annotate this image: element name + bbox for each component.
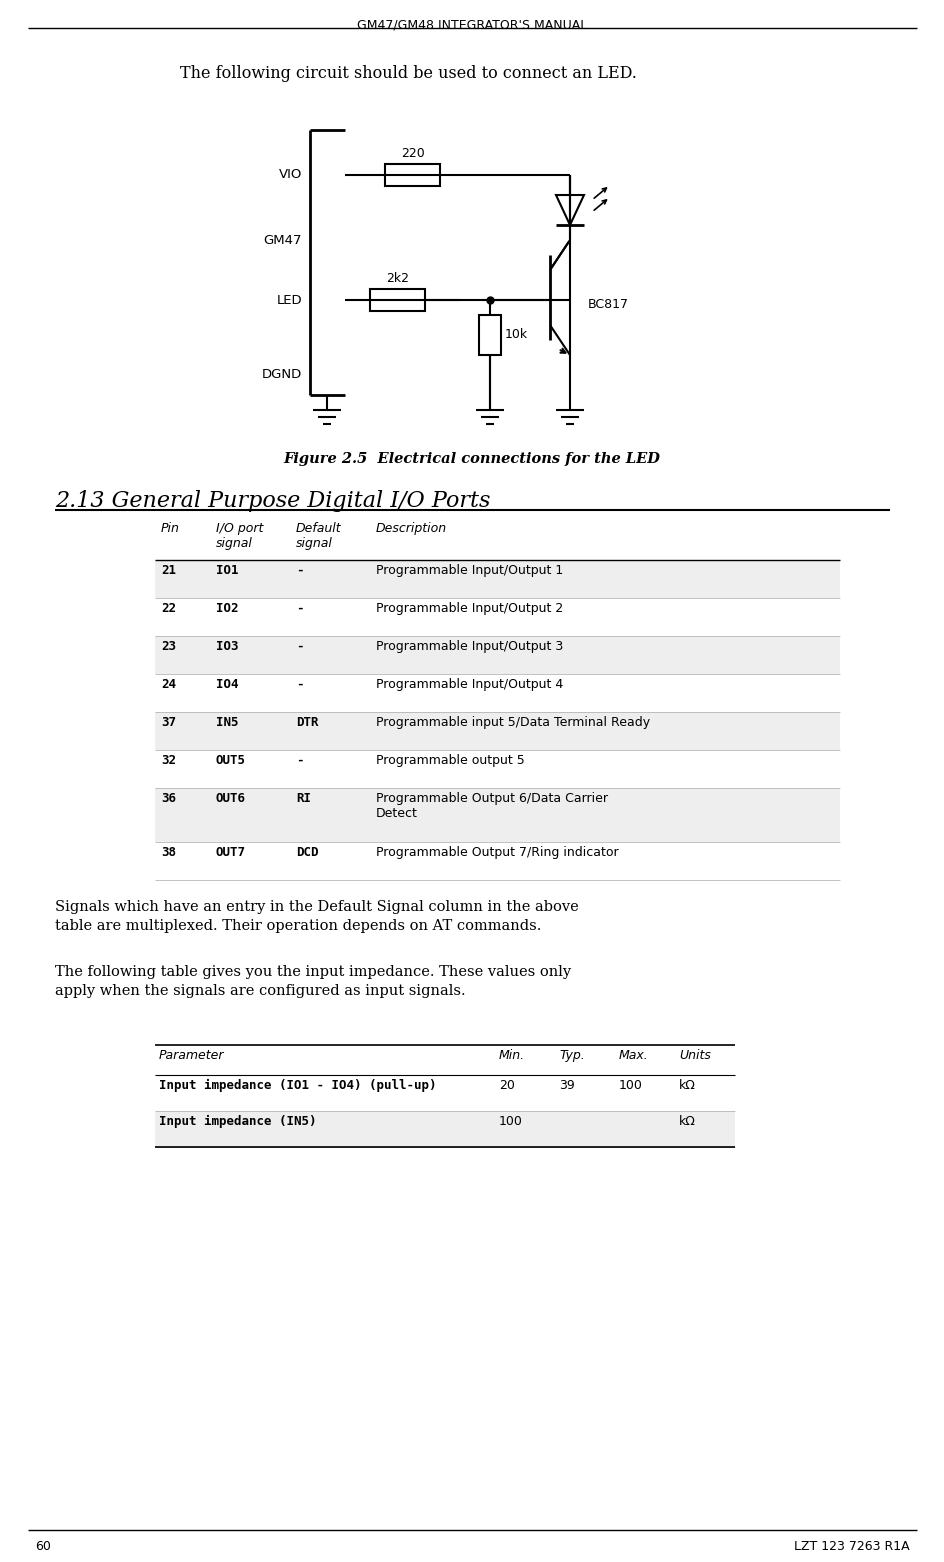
Text: 24: 24 bbox=[160, 678, 176, 690]
Text: Programmable Input/Output 3: Programmable Input/Output 3 bbox=[376, 640, 563, 653]
Text: 100: 100 bbox=[498, 1115, 522, 1128]
Text: Pin: Pin bbox=[160, 522, 179, 536]
Text: GM47/GM48 INTEGRATOR'S MANUAL: GM47/GM48 INTEGRATOR'S MANUAL bbox=[357, 19, 586, 31]
Text: -: - bbox=[295, 678, 303, 690]
Text: Parameter: Parameter bbox=[159, 1050, 225, 1062]
Text: BC817: BC817 bbox=[587, 298, 629, 311]
Text: Units: Units bbox=[679, 1050, 710, 1062]
Text: 20: 20 bbox=[498, 1079, 514, 1092]
Text: 37: 37 bbox=[160, 715, 176, 729]
Text: 21: 21 bbox=[160, 564, 176, 576]
Text: Programmable Input/Output 4: Programmable Input/Output 4 bbox=[376, 678, 563, 690]
Text: Input impedance (IN5): Input impedance (IN5) bbox=[159, 1115, 316, 1128]
Text: LZT 123 7263 R1A: LZT 123 7263 R1A bbox=[794, 1540, 909, 1553]
Text: 22: 22 bbox=[160, 601, 176, 615]
Text: -: - bbox=[295, 754, 303, 767]
Text: IN5: IN5 bbox=[216, 715, 238, 729]
Text: OUT6: OUT6 bbox=[216, 792, 245, 804]
Text: Programmable output 5: Programmable output 5 bbox=[376, 754, 524, 767]
Text: Figure 2.5  Electrical connections for the LED: Figure 2.5 Electrical connections for th… bbox=[283, 451, 660, 465]
Text: The following table gives you the input impedance. These values only
apply when : The following table gives you the input … bbox=[55, 965, 570, 998]
Text: 23: 23 bbox=[160, 640, 176, 653]
Text: Description: Description bbox=[376, 522, 447, 536]
Text: VIO: VIO bbox=[278, 169, 302, 181]
Text: -: - bbox=[295, 640, 303, 653]
Bar bbox=[370, 289, 425, 311]
Text: The following circuit should be used to connect an LED.: The following circuit should be used to … bbox=[179, 66, 636, 81]
Text: IO3: IO3 bbox=[216, 640, 238, 653]
Bar bbox=[155, 561, 839, 598]
Text: -: - bbox=[295, 564, 303, 576]
Text: 32: 32 bbox=[160, 754, 176, 767]
Bar bbox=[384, 164, 440, 186]
Text: 2.13 General Purpose Digital I/O Ports: 2.13 General Purpose Digital I/O Ports bbox=[55, 490, 490, 512]
Text: Min.: Min. bbox=[498, 1050, 525, 1062]
Text: 2k2: 2k2 bbox=[385, 272, 409, 284]
Bar bbox=[155, 636, 839, 673]
Text: OUT5: OUT5 bbox=[216, 754, 245, 767]
Text: 220: 220 bbox=[400, 147, 424, 159]
Bar bbox=[479, 316, 500, 355]
Text: DCD: DCD bbox=[295, 847, 318, 859]
Text: kΩ: kΩ bbox=[679, 1115, 695, 1128]
Text: GM47: GM47 bbox=[263, 233, 302, 247]
Text: 36: 36 bbox=[160, 792, 176, 804]
Text: Input impedance (IO1 - IO4) (pull-up): Input impedance (IO1 - IO4) (pull-up) bbox=[159, 1079, 436, 1092]
Text: Programmable Input/Output 2: Programmable Input/Output 2 bbox=[376, 601, 563, 615]
Text: 38: 38 bbox=[160, 847, 176, 859]
Text: IO1: IO1 bbox=[216, 564, 238, 576]
Text: IO4: IO4 bbox=[216, 678, 238, 690]
Text: RI: RI bbox=[295, 792, 311, 804]
Text: IO2: IO2 bbox=[216, 601, 238, 615]
Text: Default
signal: Default signal bbox=[295, 522, 342, 550]
Text: 100: 100 bbox=[618, 1079, 642, 1092]
Bar bbox=[155, 1111, 734, 1147]
Text: OUT7: OUT7 bbox=[216, 847, 245, 859]
Text: 39: 39 bbox=[559, 1079, 574, 1092]
Text: Programmable input 5/Data Terminal Ready: Programmable input 5/Data Terminal Ready bbox=[376, 715, 649, 729]
Text: 60: 60 bbox=[35, 1540, 51, 1553]
Text: -: - bbox=[295, 601, 303, 615]
Bar bbox=[155, 712, 839, 750]
Text: I/O port
signal: I/O port signal bbox=[216, 522, 263, 550]
Text: Max.: Max. bbox=[618, 1050, 649, 1062]
Text: 10k: 10k bbox=[504, 328, 528, 342]
Polygon shape bbox=[555, 195, 583, 225]
Text: Signals which have an entry in the Default Signal column in the above
table are : Signals which have an entry in the Defau… bbox=[55, 900, 578, 934]
Text: Programmable Input/Output 1: Programmable Input/Output 1 bbox=[376, 564, 563, 576]
Text: DGND: DGND bbox=[261, 369, 302, 381]
Text: Programmable Output 6/Data Carrier
Detect: Programmable Output 6/Data Carrier Detec… bbox=[376, 792, 607, 820]
Bar bbox=[155, 787, 839, 842]
Text: Typ.: Typ. bbox=[559, 1050, 584, 1062]
Text: LED: LED bbox=[276, 294, 302, 306]
Text: Programmable Output 7/Ring indicator: Programmable Output 7/Ring indicator bbox=[376, 847, 618, 859]
Text: kΩ: kΩ bbox=[679, 1079, 695, 1092]
Text: DTR: DTR bbox=[295, 715, 318, 729]
